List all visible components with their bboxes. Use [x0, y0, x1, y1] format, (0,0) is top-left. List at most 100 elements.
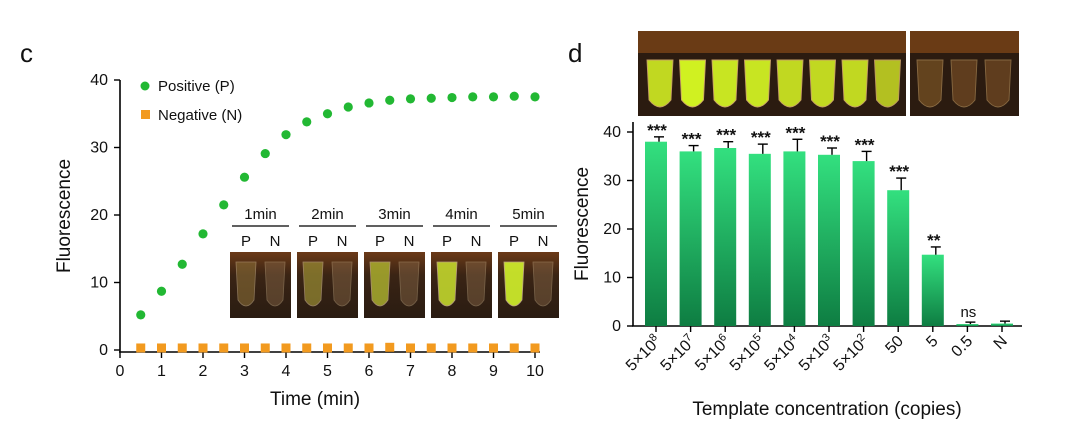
- panel-d-y-ticks: 0 10 20 30 40: [603, 124, 633, 335]
- y-tick-label: 40: [603, 124, 621, 141]
- bar: [991, 323, 1013, 326]
- inset-photo-4: 4min P N: [431, 206, 492, 318]
- inset-n-label: N: [404, 233, 415, 250]
- x-tick-label: 5×102: [829, 331, 872, 374]
- negative-data-point: [489, 343, 498, 353]
- positive-data-point: [156, 286, 167, 296]
- negative-data-point: [323, 343, 332, 353]
- negative-data-point: [136, 343, 146, 353]
- inset-photo-3: 3min P N: [364, 206, 425, 318]
- negative-data-point: [177, 343, 187, 353]
- inset-n-label: N: [270, 233, 281, 250]
- inset-photo-1: 1min P N: [230, 206, 291, 318]
- negative-data-point: [385, 342, 395, 352]
- panel-d-y-axis-title: Fluorescence: [572, 167, 593, 281]
- x-tick-label: 3: [240, 363, 249, 380]
- negative-data-point: [509, 343, 519, 353]
- positive-data-point: [322, 109, 333, 119]
- inset-n-label: N: [471, 233, 482, 250]
- positive-data-point: [447, 92, 457, 103]
- y-tick-label: 0: [612, 318, 621, 335]
- y-tick-label: 10: [90, 275, 108, 292]
- significance-label: ***: [751, 128, 771, 147]
- panel-c-data-points: [136, 91, 540, 353]
- positive-data-point: [426, 93, 436, 103]
- positive-data-point: [385, 95, 395, 105]
- y-tick-label: 30: [603, 173, 621, 190]
- positive-data-point: [219, 200, 229, 210]
- positive-data-point: [302, 117, 312, 127]
- x-tick-label: 6: [365, 363, 374, 380]
- negative-data-point: [302, 343, 312, 353]
- bar: [679, 151, 702, 326]
- photo-tube: [809, 59, 836, 108]
- x-tick-label: 5: [323, 363, 332, 380]
- positive-data-point: [405, 94, 416, 104]
- negative-data-point: [157, 343, 166, 353]
- positive-data-point: [530, 92, 540, 102]
- y-tick-label: 0: [99, 342, 108, 359]
- negative-data-point: [281, 343, 291, 353]
- x-tick-label: 10: [526, 363, 544, 380]
- negative-data-point: [406, 343, 415, 353]
- photo-tube: [744, 59, 771, 108]
- panel-c-x-axis-title: Time (min): [270, 389, 360, 410]
- negative-data-point: [426, 343, 436, 353]
- photo-tube: [950, 59, 978, 108]
- significance-label: ns: [960, 304, 976, 321]
- x-tick-label: 0.5: [948, 333, 976, 361]
- tube: [331, 261, 353, 307]
- negative-data-point: [219, 343, 229, 353]
- positive-data-point: [281, 130, 291, 140]
- y-tick-label: 30: [90, 140, 108, 157]
- inset-time-label: 3min: [378, 206, 411, 223]
- bar: [714, 148, 737, 326]
- inset-p-label: P: [241, 233, 251, 250]
- legend-positive-label: Positive (P): [158, 78, 235, 95]
- inset-p-label: P: [442, 233, 452, 250]
- panel-c-label: c: [20, 38, 33, 68]
- panel-d-bars: *** *** *** *** *** *** ********ns: [645, 121, 1013, 326]
- inset-n-label: N: [337, 233, 348, 250]
- x-tick-label: 5×105: [725, 331, 768, 374]
- positive-data-point: [177, 259, 187, 269]
- legend-positive-marker: [140, 81, 150, 91]
- x-tick-label: 1: [157, 363, 166, 380]
- inset-photo-2: 2min P N: [297, 206, 358, 318]
- inset-photo-5: 5min P N: [498, 206, 559, 318]
- significance-label: ***: [785, 123, 805, 142]
- tube: [302, 261, 324, 307]
- negative-data-point: [240, 343, 249, 353]
- positive-data-point: [198, 229, 208, 239]
- tube: [436, 261, 458, 307]
- negative-data-point: [260, 343, 270, 353]
- tube: [465, 261, 487, 307]
- x-tick-label: N: [991, 333, 1011, 353]
- panel-c-inset-photos: 1min P N 2min P N 3min P N 4min P N 5min P N: [230, 206, 559, 318]
- bar: [783, 151, 806, 326]
- photo-tube: [984, 59, 1012, 108]
- y-tick-label: 20: [90, 207, 108, 224]
- inset-time-label: 5min: [512, 206, 545, 223]
- x-tick-label: 5×106: [691, 331, 734, 374]
- x-tick-label: 2: [199, 363, 208, 380]
- significance-label: ***: [855, 135, 875, 154]
- x-tick-label: 5×103: [795, 331, 838, 374]
- bar: [748, 153, 771, 326]
- positive-data-point: [364, 98, 374, 108]
- tube: [398, 261, 420, 307]
- negative-data-point: [364, 343, 374, 353]
- panel-d-label: d: [568, 38, 582, 68]
- negative-data-point: [530, 343, 540, 353]
- tube: [235, 261, 257, 307]
- x-tick-label: 8: [448, 363, 457, 380]
- x-tick-label: 0: [116, 363, 125, 380]
- negative-data-point: [343, 343, 353, 353]
- legend-negative-marker: [141, 110, 150, 119]
- bar: [852, 161, 875, 326]
- panel-c-legend: Positive (P) Negative (N): [140, 78, 242, 124]
- significance-label: ***: [889, 162, 909, 181]
- panel-d-x-axis-title: Template concentration (copies): [692, 399, 961, 420]
